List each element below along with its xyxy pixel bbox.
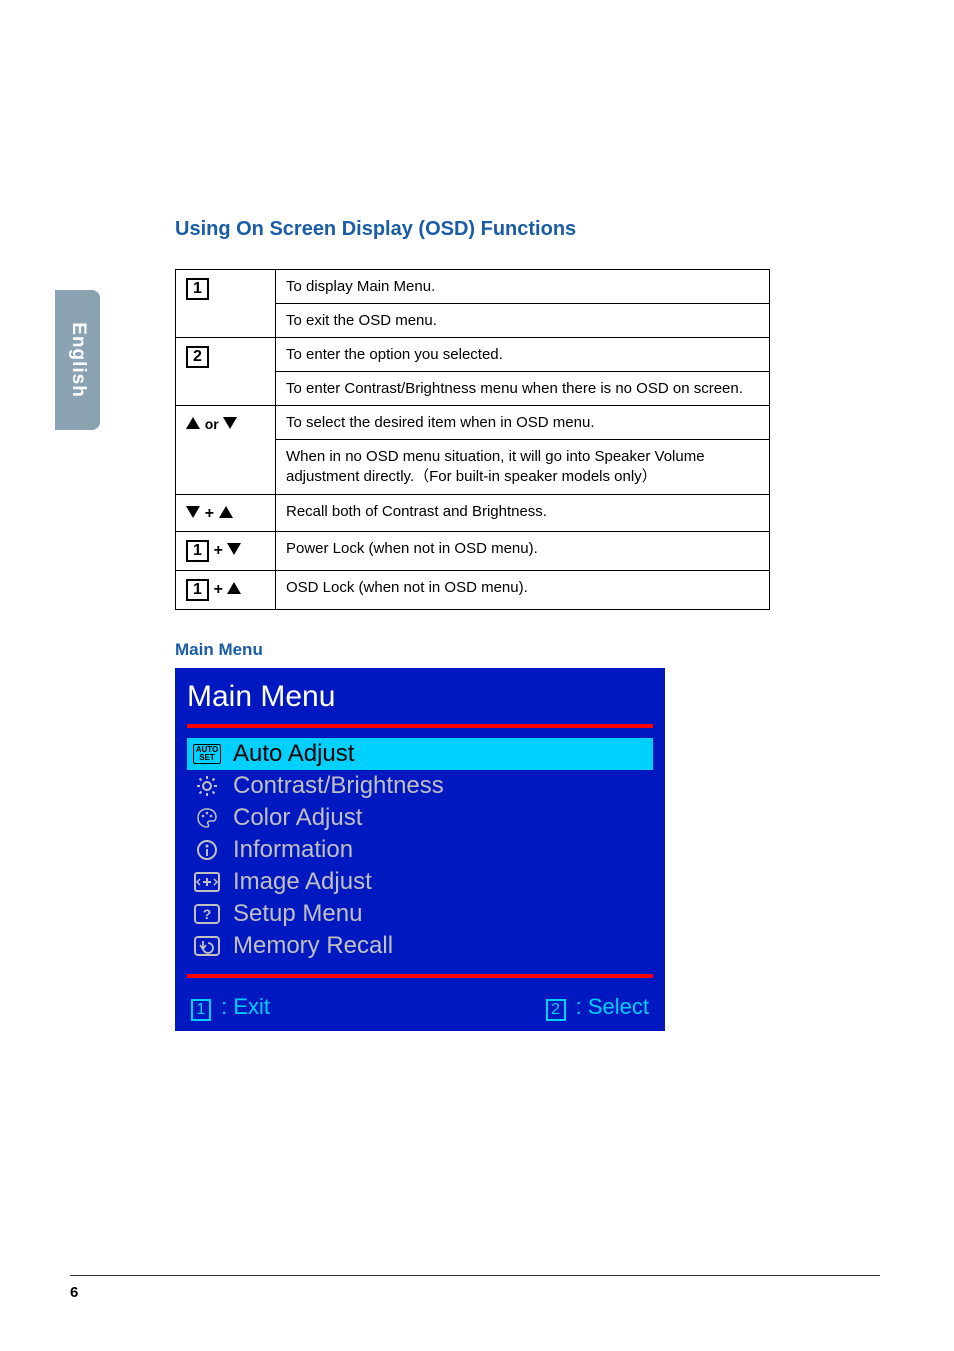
osd-title: Main Menu: [187, 680, 653, 724]
osd-item-label: Color Adjust: [227, 804, 362, 832]
triangle-up-icon: [227, 582, 241, 594]
footer-numbox-1-icon: 1: [191, 999, 211, 1021]
numbox-1-icon: 1: [186, 540, 209, 562]
osd-divider: [187, 974, 653, 978]
osd-item[interactable]: Image Adjust: [187, 866, 653, 898]
numbox-1-icon: 1: [186, 579, 209, 601]
desc-cell: When in no OSD menu situation, it will g…: [276, 440, 770, 495]
page-content: Using On Screen Display (OSD) Functions …: [175, 218, 770, 1031]
osd-item[interactable]: Memory Recall: [187, 930, 653, 962]
section-title: Using On Screen Display (OSD) Functions: [175, 218, 770, 241]
auto-set-icon: AUTOSET: [187, 744, 227, 764]
triangle-up-icon: [186, 417, 200, 429]
osd-functions-table: 1 To display Main Menu. To exit the OSD …: [175, 269, 770, 610]
desc-cell: To exit the OSD menu.: [276, 304, 770, 338]
desc-cell: To enter Contrast/Brightness menu when t…: [276, 372, 770, 406]
key-cell-updown: or: [176, 406, 276, 495]
osd-item[interactable]: Color Adjust: [187, 802, 653, 834]
main-menu-label: Main Menu: [175, 640, 770, 660]
osd-item[interactable]: Contrast/Brightness: [187, 770, 653, 802]
page-footer-rule: [70, 1275, 880, 1276]
language-tab: English: [55, 290, 100, 430]
osd-item[interactable]: AUTOSETAuto Adjust: [187, 738, 653, 770]
key-cell-down-plus-up: +: [176, 495, 276, 532]
sun-icon: [187, 774, 227, 798]
desc-cell: OSD Lock (when not in OSD menu).: [276, 571, 770, 610]
desc-cell: To display Main Menu.: [276, 270, 770, 304]
osd-items-list: AUTOSETAuto AdjustContrast/BrightnessCol…: [187, 738, 653, 962]
key-cell-2: 2: [176, 338, 276, 406]
osd-item[interactable]: Information: [187, 834, 653, 866]
osd-footer: 1 : Exit 2 : Select: [187, 988, 653, 1021]
numbox-2-icon: 2: [186, 346, 209, 368]
svg-text:?: ?: [203, 906, 212, 922]
osd-item-label: Memory Recall: [227, 932, 393, 960]
key-cell-1-plus-up: 1 +: [176, 571, 276, 610]
desc-cell: To enter the option you selected.: [276, 338, 770, 372]
page-number: 6: [70, 1284, 78, 1301]
osd-item-label: Image Adjust: [227, 868, 372, 896]
triangle-down-icon: [223, 417, 237, 429]
osd-panel: Main Menu AUTOSETAuto AdjustContrast/Bri…: [175, 668, 665, 1031]
key-cell-1-plus-down: 1 +: [176, 532, 276, 571]
question-icon: ?: [187, 904, 227, 924]
palette-icon: [187, 806, 227, 830]
osd-item-label: Contrast/Brightness: [227, 772, 444, 800]
osd-footer-select: 2 : Select: [546, 994, 649, 1021]
desc-cell: To select the desired item when in OSD m…: [276, 406, 770, 440]
recall-icon: [187, 936, 227, 956]
key-cell-1: 1: [176, 270, 276, 338]
image-icon: [187, 872, 227, 892]
info-icon: [187, 838, 227, 862]
osd-item-label: Auto Adjust: [227, 740, 354, 768]
osd-item[interactable]: ? Setup Menu: [187, 898, 653, 930]
triangle-up-icon: [219, 506, 233, 518]
desc-cell: Power Lock (when not in OSD menu).: [276, 532, 770, 571]
desc-cell: Recall both of Contrast and Brightness.: [276, 495, 770, 532]
osd-item-label: Setup Menu: [227, 900, 362, 928]
triangle-down-icon: [227, 543, 241, 555]
numbox-1-icon: 1: [186, 278, 209, 300]
osd-footer-exit: 1 : Exit: [191, 994, 270, 1021]
osd-divider: [187, 724, 653, 728]
triangle-down-icon: [186, 506, 200, 518]
footer-numbox-2-icon: 2: [546, 999, 566, 1021]
language-tab-text: English: [67, 322, 89, 398]
osd-item-label: Information: [227, 836, 353, 864]
